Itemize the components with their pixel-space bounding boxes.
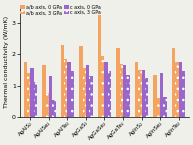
Bar <box>179 62 182 117</box>
Bar <box>30 68 34 117</box>
Bar <box>116 48 120 117</box>
Bar <box>98 15 101 117</box>
Bar <box>49 76 52 117</box>
Bar <box>27 73 30 117</box>
Bar <box>89 76 93 117</box>
Bar <box>71 71 74 117</box>
Bar <box>145 78 148 117</box>
Bar <box>34 82 37 117</box>
Bar <box>163 97 167 117</box>
Bar <box>157 98 160 117</box>
Bar <box>123 65 126 117</box>
Bar <box>120 64 123 117</box>
Bar <box>182 71 185 117</box>
Bar <box>42 65 46 117</box>
Bar <box>104 62 108 117</box>
Bar <box>79 46 83 117</box>
Bar <box>83 68 86 117</box>
Bar <box>24 62 27 117</box>
Legend: a/b axis, 0 GPa, a/b axis, 3 GPa, c axis, 0 GPa, c axis, 3 GPa: a/b axis, 0 GPa, a/b axis, 3 GPa, c axis… <box>19 4 102 16</box>
Bar <box>135 62 138 117</box>
Bar <box>153 75 157 117</box>
Bar <box>172 48 175 117</box>
Y-axis label: Thermal conductivity (W/mK): Thermal conductivity (W/mK) <box>4 16 9 108</box>
Bar <box>160 73 163 117</box>
Bar <box>175 62 179 117</box>
Bar <box>141 70 145 117</box>
Bar <box>67 62 71 117</box>
Bar <box>52 100 56 117</box>
Bar <box>138 70 141 117</box>
Bar <box>46 93 49 117</box>
Bar <box>108 71 111 117</box>
Bar <box>101 56 104 117</box>
Bar <box>64 59 67 117</box>
Bar <box>86 65 89 117</box>
Bar <box>126 75 130 117</box>
Bar <box>61 45 64 117</box>
